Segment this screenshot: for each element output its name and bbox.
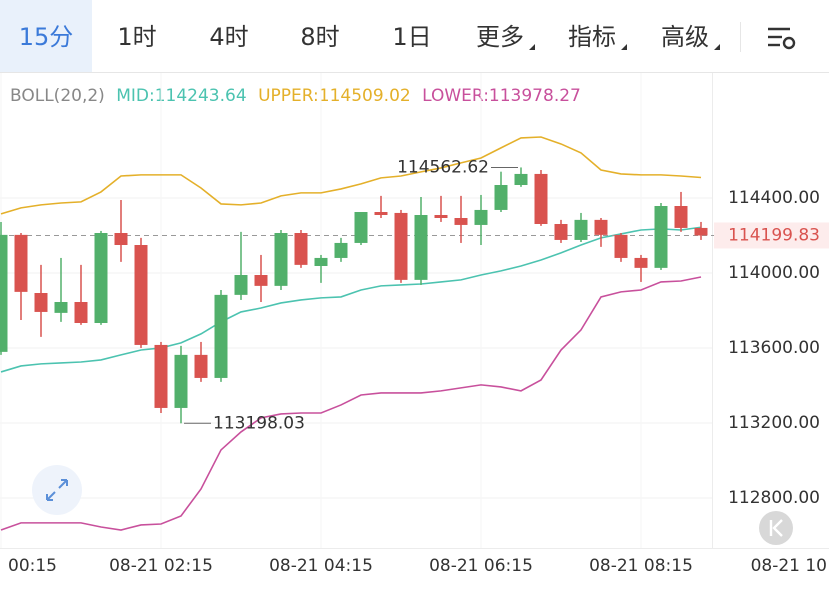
candle-body — [694, 227, 708, 236]
candle-body — [574, 219, 588, 240]
legend-upper: UPPER:114509.02 — [258, 86, 411, 106]
band-line — [0, 276, 702, 531]
tab[interactable]: 高级 — [661, 23, 709, 51]
indicator-legend: BOLL(20,2) MID:114243.64 UPPER:114509.02… — [10, 86, 581, 106]
candle-body — [54, 302, 68, 313]
plot — [0, 73, 829, 548]
candle-body — [554, 224, 568, 240]
tab[interactable]: 15分 — [19, 23, 74, 51]
candle-body — [114, 233, 128, 245]
settings-icon[interactable] — [768, 27, 796, 50]
candle-body — [674, 206, 688, 228]
candle-body — [134, 245, 148, 345]
x-tick-label: 00:15 — [8, 556, 57, 576]
tab[interactable]: 4时 — [209, 23, 248, 51]
candle-body — [394, 212, 408, 280]
x-tick-label: 08-21 06:15 — [429, 556, 533, 576]
candle-body — [634, 257, 648, 268]
candle-body — [534, 173, 548, 224]
band-line — [0, 136, 702, 215]
candle-body — [154, 344, 168, 408]
candle-body — [274, 233, 288, 286]
tab[interactable]: 指标 — [568, 23, 616, 51]
x-tick-label: 08-21 08:15 — [589, 556, 693, 576]
candle-body — [0, 234, 8, 352]
indicator-name: BOLL(20,2) — [10, 86, 105, 106]
candle-body — [94, 233, 108, 323]
low-label: 113198.03 — [213, 413, 305, 433]
candle-body — [334, 242, 348, 258]
candle-body — [494, 185, 508, 210]
current-price-label: 114199.83 — [728, 225, 820, 245]
tab[interactable]: 8时 — [300, 23, 339, 51]
candle-body — [174, 354, 188, 408]
candle-body — [74, 302, 88, 323]
scroll-latest-button[interactable] — [759, 511, 793, 545]
candle-body — [234, 275, 248, 295]
candle-body — [514, 173, 528, 185]
candle-body — [34, 293, 48, 312]
candle-body — [214, 294, 228, 378]
x-tick-label: 08-21 02:15 — [109, 556, 213, 576]
y-tick-label: 114000.00 — [728, 263, 820, 283]
legend-lower: LOWER:113978.27 — [422, 86, 581, 106]
candle-body — [614, 234, 628, 258]
candle-body — [14, 234, 28, 292]
tab[interactable]: 更多 — [476, 23, 524, 51]
candle-body — [434, 215, 448, 218]
dropdown-arrows — [529, 44, 720, 50]
y-tick-label: 114400.00 — [728, 188, 820, 208]
candle-body — [474, 209, 488, 225]
candle-body — [374, 212, 388, 215]
tab[interactable]: 1时 — [117, 23, 156, 51]
tab[interactable]: 1日 — [392, 23, 431, 51]
high-label: 114562.62 — [397, 157, 489, 177]
candle-body — [254, 275, 268, 286]
candle-body — [294, 233, 308, 265]
y-tick-label: 113600.00 — [728, 338, 820, 358]
candle-body — [594, 219, 608, 235]
candle-body — [354, 212, 368, 243]
y-tick-label: 113200.00 — [728, 413, 820, 433]
candle-body — [314, 257, 328, 266]
band-line — [0, 226, 702, 373]
candle-body — [654, 206, 668, 268]
candle-body — [454, 218, 468, 225]
active-tab-bg — [0, 0, 92, 72]
y-tick-label: 112800.00 — [728, 488, 820, 508]
x-tick-label: 08-21 10 — [751, 556, 827, 576]
x-tick-label: 08-21 04:15 — [269, 556, 373, 576]
current-price-bg — [714, 222, 829, 249]
expand-button[interactable] — [32, 465, 82, 515]
legend-mid: MID:114243.64 — [116, 86, 246, 106]
candle-body — [414, 215, 428, 280]
candle-body — [194, 354, 208, 378]
